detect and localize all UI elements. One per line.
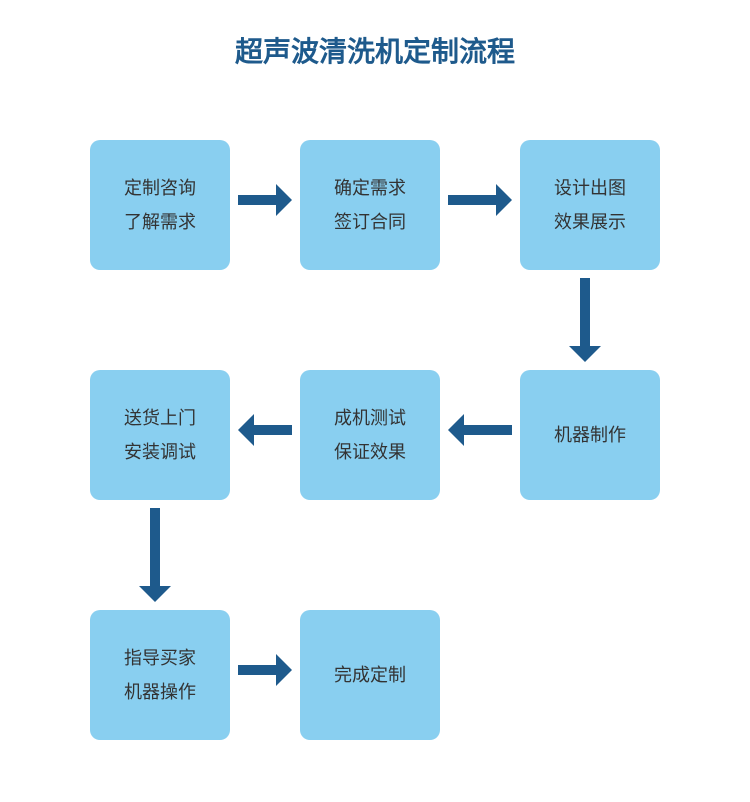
- node-line2: 机器操作: [124, 675, 196, 709]
- node-line1: 成机测试: [334, 401, 406, 435]
- node-line1: 确定需求: [334, 171, 406, 205]
- node-line1: 送货上门: [124, 401, 196, 435]
- flow-node-n2: 确定需求签订合同: [300, 140, 440, 270]
- node-line2: 了解需求: [124, 205, 196, 239]
- node-line2: 签订合同: [334, 205, 406, 239]
- flow-node-n7: 指导买家机器操作: [90, 610, 230, 740]
- node-line1: 设计出图: [554, 171, 626, 205]
- flowchart-canvas: 定制咨询了解需求确定需求签订合同设计出图效果展示机器制作成机测试保证效果送货上门…: [0, 0, 750, 802]
- node-line1: 定制咨询: [124, 171, 196, 205]
- node-line1: 指导买家: [124, 641, 196, 675]
- flow-node-n8: 完成定制: [300, 610, 440, 740]
- flow-node-n6: 送货上门安装调试: [90, 370, 230, 500]
- node-line2: 安装调试: [124, 435, 196, 469]
- flow-node-n5: 成机测试保证效果: [300, 370, 440, 500]
- node-line2: 保证效果: [334, 435, 406, 469]
- node-line1: 机器制作: [554, 418, 626, 452]
- flow-node-n3: 设计出图效果展示: [520, 140, 660, 270]
- node-line1: 完成定制: [334, 658, 406, 692]
- flow-node-n1: 定制咨询了解需求: [90, 140, 230, 270]
- node-line2: 效果展示: [554, 205, 626, 239]
- flow-node-n4: 机器制作: [520, 370, 660, 500]
